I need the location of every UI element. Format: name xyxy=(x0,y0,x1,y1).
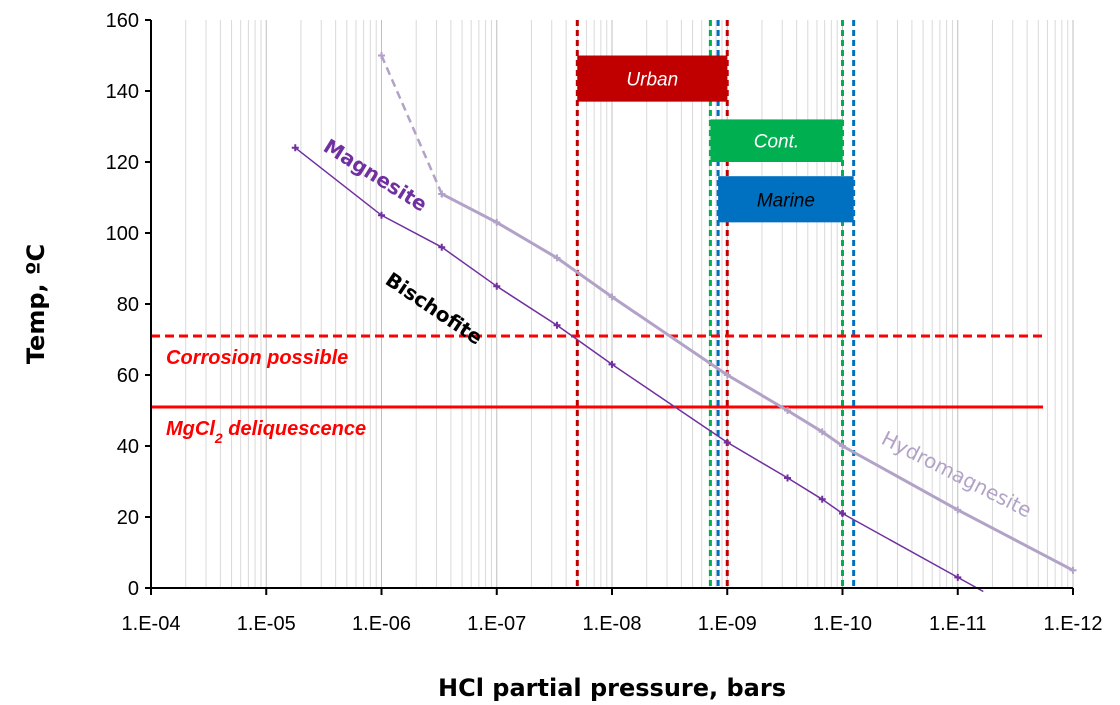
horizontal-reference-lines: Corrosion possible MgCl2 deliquescence xyxy=(151,334,1043,446)
environment-bands: Urban Cont. Marine xyxy=(577,55,854,223)
y-axis-title: Temp, ºC xyxy=(22,244,50,364)
data-point xyxy=(493,218,501,226)
data-point xyxy=(954,506,962,514)
data-point xyxy=(839,509,846,517)
data-point xyxy=(291,144,299,152)
x-tick-label: 1.E-04 xyxy=(122,613,181,635)
data-point xyxy=(818,495,826,503)
x-axis-title: HCl partial pressure, bars xyxy=(438,674,786,702)
y-tick-label: 20 xyxy=(117,507,139,529)
y-tick-label: 40 xyxy=(117,436,139,458)
series-line xyxy=(441,192,1074,572)
data-point xyxy=(493,282,501,290)
data-point xyxy=(818,428,826,436)
x-tick-label: 1.E-11 xyxy=(929,613,986,635)
grid xyxy=(185,20,1074,588)
data-point xyxy=(723,371,731,379)
data-point xyxy=(553,321,561,329)
series-line xyxy=(294,147,984,593)
x-tick-label: 1.E-09 xyxy=(698,613,757,635)
deliquescence-label: MgCl2 deliquescence xyxy=(166,418,366,446)
band-cont xyxy=(710,119,843,162)
y-tick-label: 0 xyxy=(128,578,139,600)
y-tick-label: 120 xyxy=(106,152,139,174)
data-point xyxy=(378,211,385,219)
data-point xyxy=(438,243,446,251)
data-point xyxy=(608,360,616,368)
corrosion-label: Corrosion possible xyxy=(166,347,348,369)
data-point xyxy=(608,293,616,301)
data-point xyxy=(954,573,962,581)
band-label: Urban xyxy=(626,70,678,91)
x-tick-label: 1.E-05 xyxy=(237,613,296,635)
y-tick-label: 60 xyxy=(117,365,139,387)
band-marine xyxy=(718,176,854,223)
data-point xyxy=(839,442,846,450)
data-point xyxy=(1069,566,1077,574)
x-tick-label: 1.E-08 xyxy=(583,613,642,635)
band-urban xyxy=(577,55,728,102)
magnesite-label: Magnesite xyxy=(319,134,431,217)
x-tick-label: 1.E-12 xyxy=(1044,613,1103,635)
data-point xyxy=(553,254,561,262)
x-tick-label: 1.E-10 xyxy=(813,613,872,635)
y-tick-label: 80 xyxy=(117,294,139,316)
data-point xyxy=(784,474,792,482)
y-tick-label: 100 xyxy=(106,223,139,245)
band-label: Marine xyxy=(757,190,815,211)
data-point xyxy=(784,407,792,414)
data-point xyxy=(438,190,446,198)
y-tick-label: 160 xyxy=(106,10,139,32)
y-tick-label: 140 xyxy=(106,81,139,103)
x-tick-label: 1.E-06 xyxy=(352,613,411,635)
data-point xyxy=(723,438,731,446)
data-series xyxy=(291,52,1077,593)
x-tick-label: 1.E-07 xyxy=(467,613,526,635)
axes: 0 20 40 60 80 100 120 140 160 1.E-04 1.E-05 1.E-06 1… xyxy=(106,10,1103,635)
data-point xyxy=(378,52,385,59)
vertical-reference-lines xyxy=(575,20,856,588)
band-label: Cont. xyxy=(754,132,799,153)
